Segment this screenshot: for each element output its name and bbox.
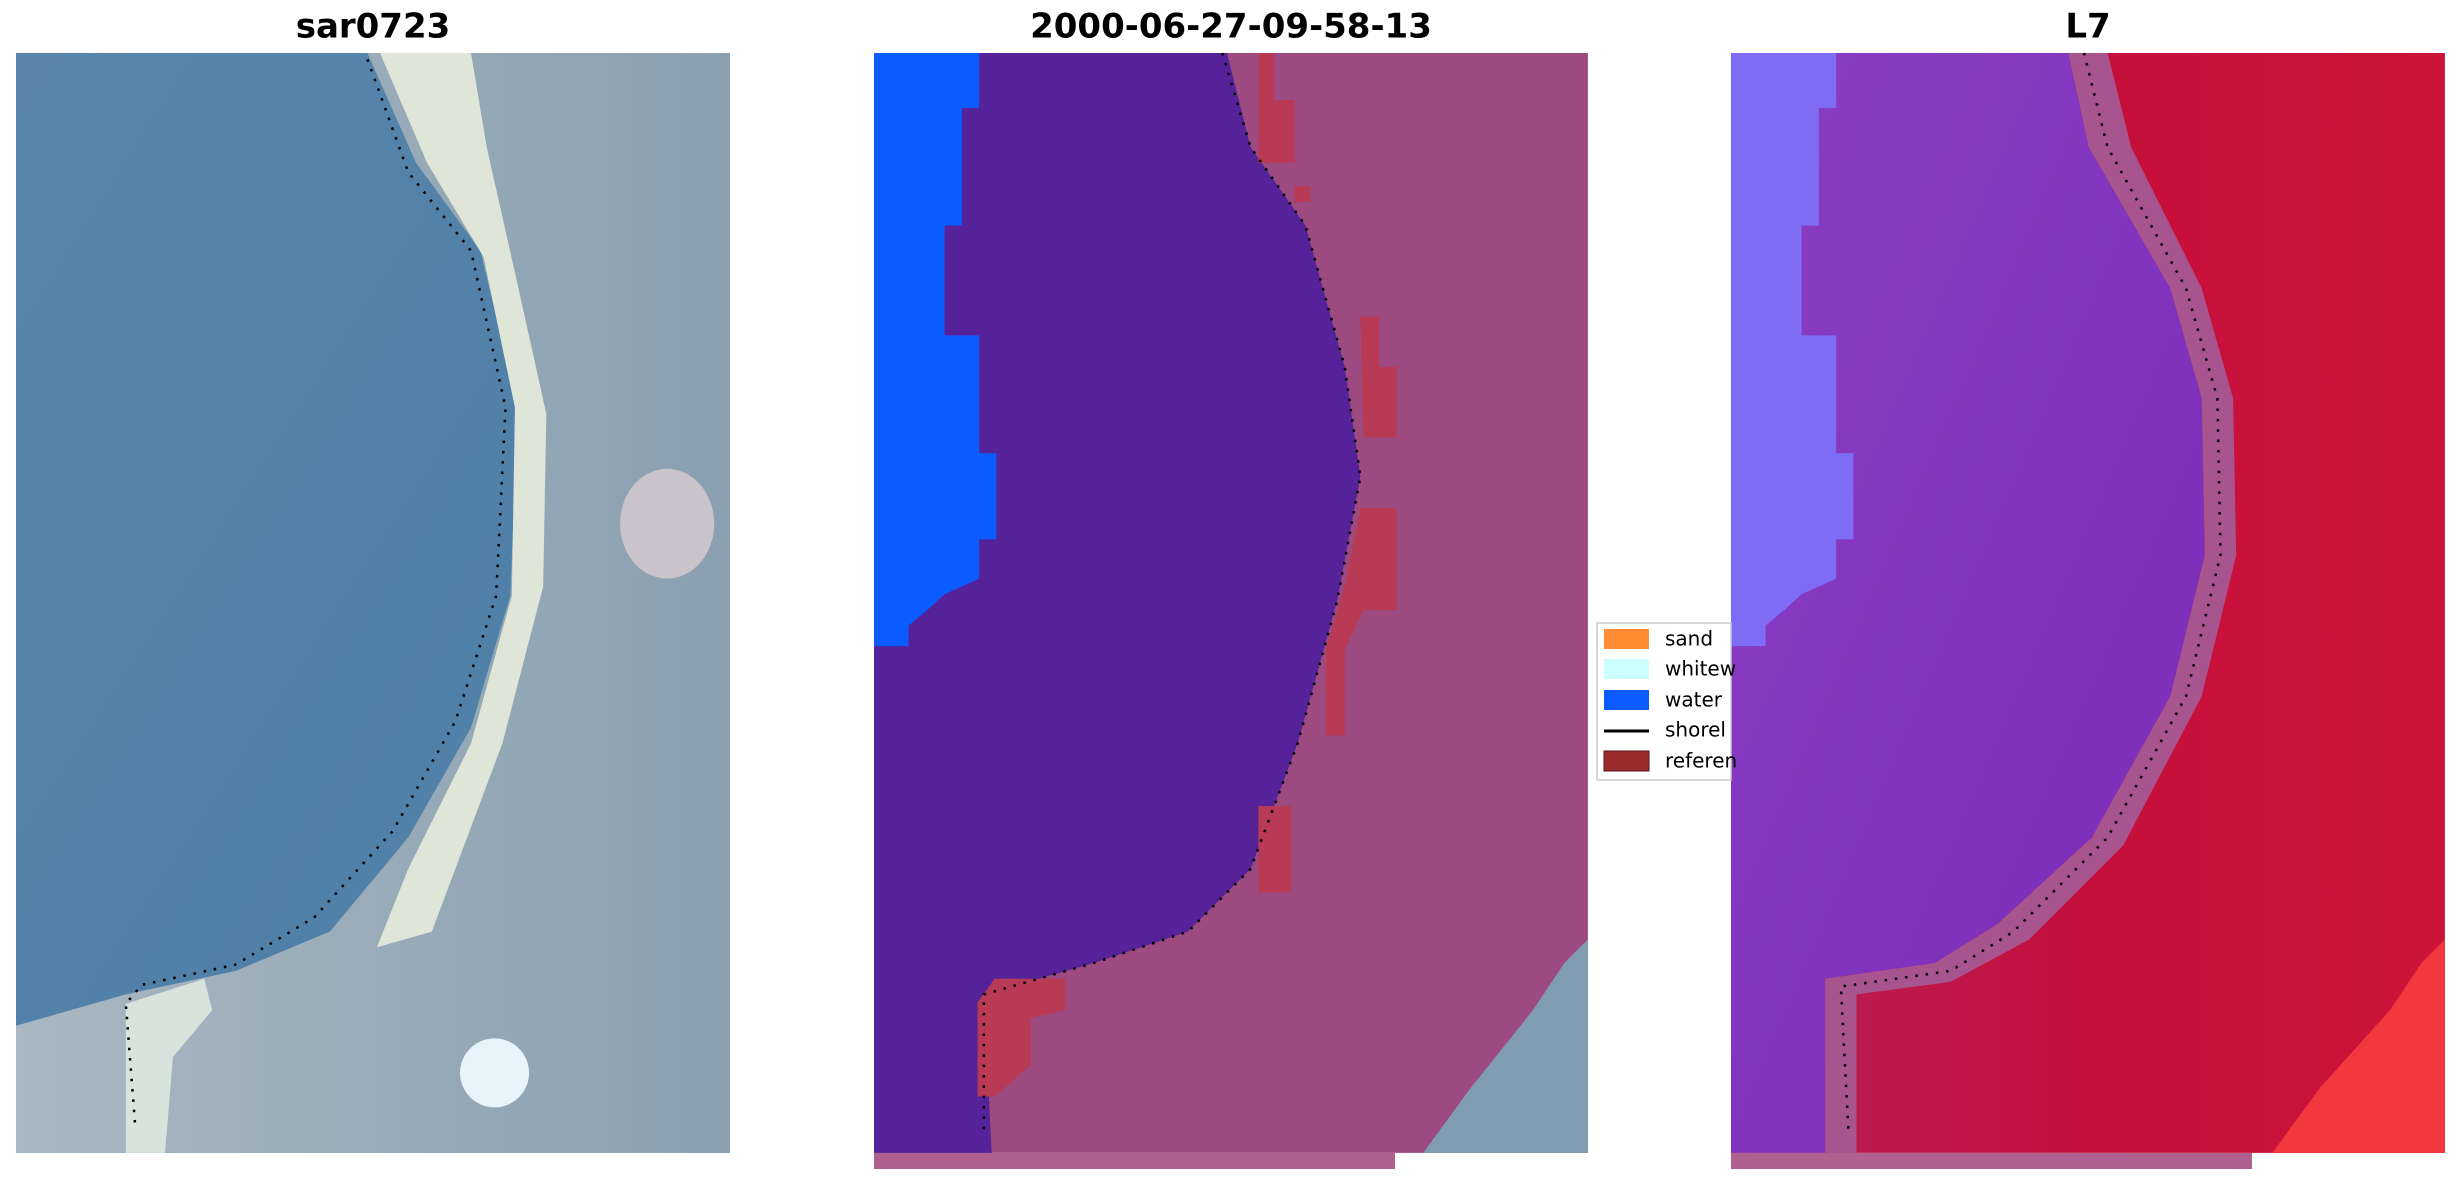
legend-label: sand (1665, 627, 1713, 651)
image-strip (1731, 1153, 2252, 1169)
legend: sand whitew water shorel referen (1596, 622, 1737, 781)
panel-title: sar0723 (296, 7, 451, 47)
panel-title: 2000-06-27-09-58-13 (1030, 7, 1432, 47)
panel-title: L7 (2065, 7, 2110, 47)
classified-image (874, 52, 1588, 1153)
legend-label: referen (1665, 749, 1737, 773)
satellite-image (16, 53, 730, 1153)
image-strip (874, 1153, 1395, 1169)
legend-label: water (1665, 688, 1723, 712)
legend-label: whitew (1665, 657, 1736, 681)
probability-image (1731, 52, 2445, 1153)
legend-label: shorel (1665, 718, 1726, 742)
